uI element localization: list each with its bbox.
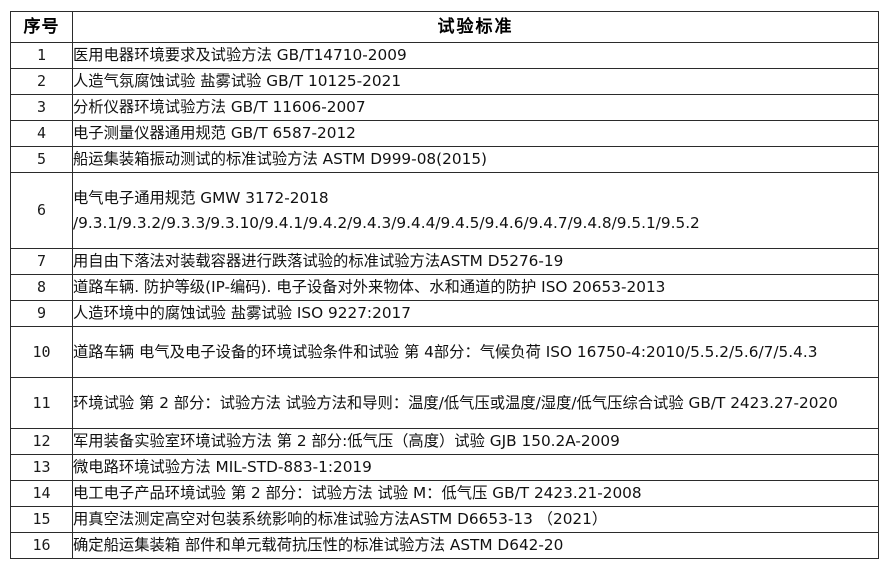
row-index-cell: 11 xyxy=(10,377,73,429)
standard-name-cell: 确定船运集装箱 部件和单元载荷抗压性的标准试验方法 ASTM D642-20 xyxy=(72,532,879,559)
row-index-cell: 16 xyxy=(10,532,73,559)
row-index-cell: 8 xyxy=(10,274,73,301)
row-index-cell: 2 xyxy=(10,68,73,95)
row-index-cell: 1 xyxy=(10,42,73,69)
row-index-cell: 12 xyxy=(10,428,73,455)
table-row: 6 电气电子通用规范 GMW 3172-2018 /9.3.1/9.3.2/9.3… xyxy=(10,172,879,249)
row-index-cell: 14 xyxy=(10,480,73,507)
table-row: 2 人造气氛腐蚀试验 盐雾试验 GB/T 10125-2021 xyxy=(10,68,879,95)
table-row: 15 用真空法测定高空对包装系统影响的标准试验方法ASTM D6653-13 （2… xyxy=(10,506,879,533)
table-row: 10 道路车辆 电气及电子设备的环境试验条件和试验 第 4部分：气候负荷 ISO … xyxy=(10,326,879,378)
table-row: 3 分析仪器环境试验方法 GB/T 11606-2007 xyxy=(10,94,879,121)
standard-name-cell: 医用电器环境要求及试验方法 GB/T14710-2009 xyxy=(72,42,879,69)
table-body: 1 医用电器环境要求及试验方法 GB/T14710-2009 2 人造气氛腐蚀试验 盐… xyxy=(10,42,879,559)
row-index-cell: 15 xyxy=(10,506,73,533)
table-row: 16 确定船运集装箱 部件和单元载荷抗压性的标准试验方法 ASTM D642-20 xyxy=(10,532,879,559)
row-index-cell: 10 xyxy=(10,326,73,378)
standard-name-cell: 人造气氛腐蚀试验 盐雾试验 GB/T 10125-2021 xyxy=(72,68,879,95)
row-index-cell: 3 xyxy=(10,94,73,121)
row-index-cell: 6 xyxy=(10,172,73,249)
standard-name-cell: 道路车辆 电气及电子设备的环境试验条件和试验 第 4部分：气候负荷 ISO 16… xyxy=(72,326,879,378)
standard-name-cell: 用自由下落法对装载容器进行跌落试验的标准试验方法ASTM D5276-19 xyxy=(72,248,879,275)
standard-name-cell: 军用装备实验室环境试验方法 第 2 部分:低气压（高度）试验 GJB 150.2… xyxy=(72,428,879,455)
standard-name-cell: 船运集装箱振动测试的标准试验方法 ASTM D999-08(2015) xyxy=(72,146,879,173)
column-header-standard: 试验标准 xyxy=(72,11,879,43)
row-index-cell: 7 xyxy=(10,248,73,275)
table-row: 4 电子测量仪器通用规范 GB/T 6587-2012 xyxy=(10,120,879,147)
standard-name-cell: 分析仪器环境试验方法 GB/T 11606-2007 xyxy=(72,94,879,121)
standards-table-container: 序号 试验标准 1 医用电器环境要求及试验方法 GB/T14710-2009 2 人造… xyxy=(10,11,879,559)
table-header-row: 序号 试验标准 xyxy=(10,11,879,43)
table-row: 13 微电路环境试验方法 MIL-STD-883-1:2019 xyxy=(10,454,879,481)
table-row: 12 军用装备实验室环境试验方法 第 2 部分:低气压（高度）试验 GJB 150… xyxy=(10,428,879,455)
standard-name-cell: 电子测量仪器通用规范 GB/T 6587-2012 xyxy=(72,120,879,147)
row-index-cell: 13 xyxy=(10,454,73,481)
row-index-cell: 9 xyxy=(10,300,73,327)
standard-name-cell: 道路车辆. 防护等级(IP-编码). 电子设备对外来物体、水和通道的防护 ISO… xyxy=(72,274,879,301)
test-standards-table: 序号 试验标准 1 医用电器环境要求及试验方法 GB/T14710-2009 2 人造… xyxy=(10,11,879,559)
row-index-cell: 5 xyxy=(10,146,73,173)
standard-name-cell: 微电路环境试验方法 MIL-STD-883-1:2019 xyxy=(72,454,879,481)
table-row: 7 用自由下落法对装载容器进行跌落试验的标准试验方法ASTM D5276-19 xyxy=(10,248,879,275)
table-row: 1 医用电器环境要求及试验方法 GB/T14710-2009 xyxy=(10,42,879,69)
standard-name-cell: 环境试验 第 2 部分：试验方法 试验方法和导则：温度/低气压或温度/湿度/低气… xyxy=(72,377,879,429)
table-row: 8 道路车辆. 防护等级(IP-编码). 电子设备对外来物体、水和通道的防护 IS… xyxy=(10,274,879,301)
table-header: 序号 试验标准 xyxy=(10,11,879,43)
standard-name-cell: 电气电子通用规范 GMW 3172-2018 /9.3.1/9.3.2/9.3.… xyxy=(72,172,879,249)
standard-name-cell: 用真空法测定高空对包装系统影响的标准试验方法ASTM D6653-13 （202… xyxy=(72,506,879,533)
standard-name-cell: 电工电子产品环境试验 第 2 部分：试验方法 试验 M：低气压 GB/T 242… xyxy=(72,480,879,507)
table-row: 11 环境试验 第 2 部分：试验方法 试验方法和导则：温度/低气压或温度/湿度/… xyxy=(10,377,879,429)
row-index-cell: 4 xyxy=(10,120,73,147)
column-header-index: 序号 xyxy=(10,11,73,43)
table-row: 14 电工电子产品环境试验 第 2 部分：试验方法 试验 M：低气压 GB/T 2… xyxy=(10,480,879,507)
standard-name-cell: 人造环境中的腐蚀试验 盐雾试验 ISO 9227:2017 xyxy=(72,300,879,327)
table-row: 9 人造环境中的腐蚀试验 盐雾试验 ISO 9227:2017 xyxy=(10,300,879,327)
table-row: 5 船运集装箱振动测试的标准试验方法 ASTM D999-08(2015) xyxy=(10,146,879,173)
